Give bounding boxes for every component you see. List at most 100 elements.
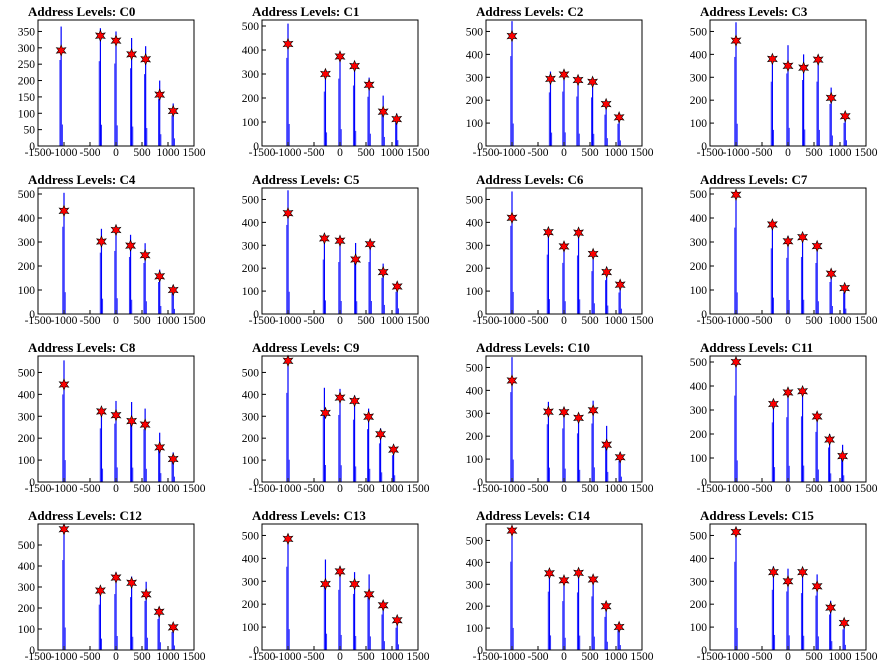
y-tick-label: 100	[242, 455, 260, 467]
x-tick-label: 1500	[407, 315, 430, 327]
star-icon	[825, 601, 837, 614]
star-icon	[282, 206, 294, 220]
y-tick-label: 0	[701, 477, 707, 489]
chart-panel-c12: Address Levels: C12 -1500 -1000 -500 0 500 100…	[0, 504, 224, 672]
star-icon	[825, 267, 837, 280]
x-tick-label: -1000	[275, 147, 302, 159]
chart-panel-c1: Address Levels: C1 -1500 -1000 -500 0 500 1000…	[224, 0, 448, 168]
y-tick-label: 400	[466, 49, 484, 61]
y-tick-label: 0	[253, 309, 259, 321]
chart-svg: -1500 -1000 -500 0 500 1000 1500 0 100 200 300 400 5…	[242, 19, 430, 159]
star-icon	[391, 280, 403, 293]
x-tick-label: -1500	[25, 147, 52, 159]
y-tick-label: 300	[690, 576, 708, 588]
x-tick-label: -1000	[723, 147, 750, 159]
x-tick-label: 500	[133, 147, 151, 159]
x-tick-label: -1000	[51, 483, 78, 495]
star-icon	[388, 443, 400, 456]
star-icon	[506, 29, 518, 43]
chart-title: Address Levels: C7	[700, 172, 808, 187]
chart-svg: -1500 -1000 -500 0 500 1000 1500 0 100 200 300 400 5…	[242, 523, 430, 663]
y-tick-label: 500	[690, 530, 708, 542]
star-icon	[55, 44, 67, 57]
x-tick-label: 0	[113, 483, 119, 495]
x-tick-label: -1500	[25, 315, 52, 327]
y-tick-label: 0	[701, 645, 707, 657]
y-tick-label: 200	[690, 429, 708, 441]
y-tick-label: 0	[253, 477, 259, 489]
star-icon	[334, 391, 346, 404]
chart-panel-c8: Address Levels: C8 -1500 -1000 -500 0 500 1000…	[0, 336, 224, 504]
chart-title: Address Levels: C0	[28, 4, 136, 19]
star-icon	[110, 571, 122, 584]
x-tick-label: -1500	[473, 651, 500, 663]
chart-panel-c9: Address Levels: C9 -1500 -1000 -500 0 500 1000…	[224, 336, 448, 504]
y-tick-label: 0	[253, 645, 259, 657]
y-tick-label: 100	[18, 285, 36, 297]
x-tick-label: -1500	[473, 483, 500, 495]
star-icon	[319, 577, 331, 591]
x-tick-label: -500	[79, 315, 100, 327]
y-tick-label: 400	[242, 217, 260, 229]
x-tick-label: -500	[527, 147, 548, 159]
x-tick-label: 1500	[855, 315, 878, 327]
x-tick-label: 1000	[605, 147, 628, 159]
star-icon	[587, 75, 599, 89]
star-icon	[95, 405, 107, 418]
star-icon	[798, 61, 810, 74]
y-tick-label: 500	[466, 362, 484, 374]
y-tick-label: 400	[690, 213, 708, 225]
x-tick-label: 500	[357, 315, 375, 327]
chart-title: Address Levels: C14	[476, 508, 590, 523]
y-tick-label: 300	[690, 237, 708, 249]
star-icon	[126, 576, 138, 590]
x-tick-label: 1500	[407, 147, 430, 159]
x-tick-label: -1500	[25, 483, 52, 495]
chart-title: Address Levels: C9	[252, 340, 360, 355]
star-icon	[573, 566, 585, 580]
y-tick-label: 100	[690, 453, 708, 465]
y-tick-label: 400	[466, 557, 484, 569]
x-tick-label: -1000	[723, 651, 750, 663]
star-icon	[363, 78, 375, 92]
star-icon	[558, 240, 570, 253]
star-icon	[319, 67, 331, 81]
star-icon	[730, 188, 742, 202]
x-tick-label: -1500	[249, 147, 276, 159]
chart-panel-c7: Address Levels: C7 -1500 -1000 -500 0 500 1000…	[672, 168, 896, 336]
x-tick-label: -1000	[51, 147, 78, 159]
y-tick-label: 500	[690, 26, 708, 38]
chart-svg: -1500 -1000 -500 0 500 1000 1500 0 100 200 300 400 5…	[466, 187, 654, 327]
chart-panel-c3: Address Levels: C3 -1500 -1000 -500 0 500 1000…	[672, 0, 896, 168]
x-tick-label: 1500	[855, 651, 878, 663]
star-icon	[391, 613, 403, 627]
x-tick-label: -1000	[275, 483, 302, 495]
y-tick-label: 0	[29, 141, 35, 153]
x-tick-label: -1500	[697, 651, 724, 663]
x-tick-label: -1000	[51, 315, 78, 327]
star-icon	[58, 378, 70, 391]
chart-svg: -1500 -1000 -500 0 500 1000 1500 0 100 200 300 400 5…	[242, 354, 430, 495]
star-icon	[167, 621, 179, 634]
chart-svg: -1500 -1000 -500 0 500 1000 1500 0 100 200 300 400 5…	[18, 187, 206, 327]
star-icon	[572, 73, 584, 87]
x-tick-label: 500	[357, 483, 375, 495]
y-tick-label: 100	[466, 454, 484, 466]
y-tick-label: 200	[242, 263, 260, 275]
x-tick-label: 1000	[157, 483, 180, 495]
star-icon	[542, 225, 554, 239]
x-tick-label: 0	[785, 147, 791, 159]
chart-svg: -1500 -1000 -500 0 500 1000 1500 0 100 200 300 400 5…	[690, 19, 878, 159]
star-icon	[766, 52, 778, 66]
chart-title: Address Levels: C15	[700, 508, 814, 523]
star-icon	[811, 410, 823, 423]
y-tick-label: 500	[242, 21, 260, 33]
y-tick-label: 100	[242, 117, 260, 129]
y-tick-label: 200	[18, 261, 36, 273]
chart-svg: -1500 -1000 -500 0 500 1000 1500 0 100 200 300 400 5…	[18, 522, 206, 663]
x-tick-label: 0	[561, 315, 567, 327]
x-tick-label: 0	[113, 651, 119, 663]
chart-panel-c15: Address Levels: C15 -1500 -1000 -500 0 500 100…	[672, 504, 896, 672]
star-icon	[334, 565, 346, 578]
star-icon	[797, 565, 809, 579]
